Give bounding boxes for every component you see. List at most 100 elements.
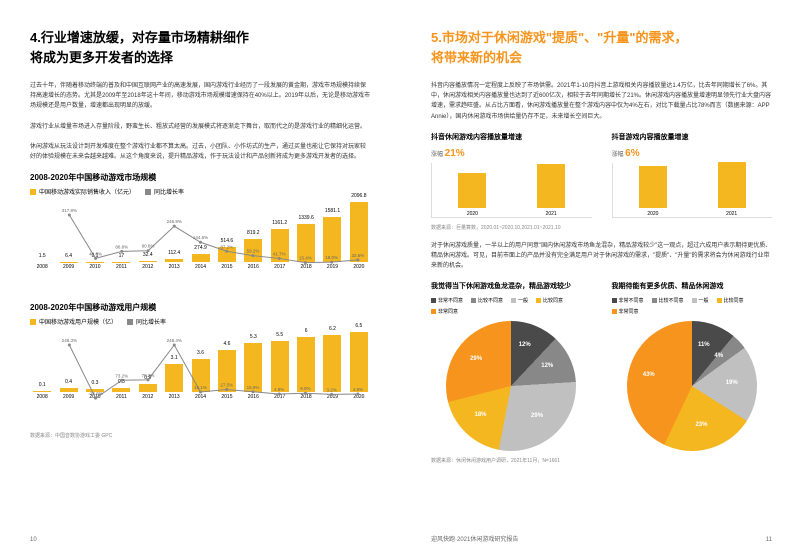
legend-text: 比较同意 bbox=[724, 297, 744, 304]
bar bbox=[218, 350, 236, 392]
legend-text: 一般 bbox=[699, 297, 709, 304]
bar-col: 6.52020 bbox=[347, 332, 371, 400]
bar bbox=[350, 202, 368, 262]
bar bbox=[192, 359, 210, 392]
pie-slice-label: 11% bbox=[698, 342, 710, 348]
legend-text: 比较同意 bbox=[543, 297, 563, 304]
bar-col: 0.42009 bbox=[56, 388, 80, 400]
legend-text: 中国移动游戏实际销售收入（亿元） bbox=[39, 187, 135, 196]
legend-swatch bbox=[30, 319, 36, 325]
bar bbox=[192, 254, 210, 262]
rbc2-bars: 2020 2021 bbox=[612, 163, 773, 218]
bar-x-label: 2015 bbox=[221, 394, 232, 400]
para-2: 游戏行业从增量市场进入存量阶段，野蛮生长、粗放式经营的发展模式将逐渐走下舞台，取… bbox=[30, 122, 371, 132]
bar-x-label: 2020 bbox=[647, 211, 658, 217]
bar bbox=[218, 247, 236, 262]
bar-x-label: 2008 bbox=[37, 394, 48, 400]
bar-col: 2020 bbox=[623, 166, 684, 217]
bar-value: 0.3 bbox=[91, 380, 98, 386]
para-1: 过去十年，伴随着移动终端的普及和中国互联网产业的高速发展，国内游戏行业经历了一段… bbox=[30, 81, 371, 112]
pie1 bbox=[446, 321, 576, 451]
bar bbox=[165, 259, 183, 262]
bar-col: 5.32016 bbox=[241, 343, 265, 400]
legend-swatch bbox=[536, 298, 541, 303]
chart1-title: 2008-2020年中国移动游戏市场规模 bbox=[30, 172, 371, 183]
pie-slice-label: 12% bbox=[519, 342, 531, 348]
legend-item: 比较同意 bbox=[536, 297, 563, 304]
bar-value: 0.5 bbox=[118, 379, 125, 385]
bar-value: 274.9 bbox=[194, 245, 207, 251]
legend-text: 比较不同意 bbox=[478, 297, 503, 304]
bar-col: 6.42009 bbox=[56, 262, 80, 270]
bar-col: 2021 bbox=[521, 164, 582, 217]
pie2-block: 我期待能有更多优质、精品休闲游戏 非常不同意比较不同意一般比较同意非常同意 11… bbox=[612, 281, 773, 451]
bar-value: 1161.2 bbox=[272, 220, 287, 226]
bar-x-label: 2021 bbox=[726, 211, 737, 217]
title-line-2: 将成为更多开发者的选择 bbox=[30, 48, 371, 68]
right-bar-charts: 抖音休闲游戏内容播放量增速 涨幅 21% 20202021 抖音游戏内容播放量增… bbox=[431, 132, 772, 218]
bar-value: 6.4 bbox=[65, 253, 72, 259]
bar bbox=[537, 164, 565, 208]
bar-value: 6.2 bbox=[329, 326, 336, 332]
bar-col: 0.12008 bbox=[30, 391, 54, 400]
legend-swatch bbox=[471, 298, 476, 303]
legend-item: 非常同意 bbox=[612, 308, 639, 315]
legend-swatch bbox=[717, 298, 722, 303]
pie-source: 数据来源：休闲休闲游戏用户调研，2021年11月，N=1661 bbox=[431, 457, 772, 464]
bar bbox=[165, 364, 183, 393]
bar-x-label: 2019 bbox=[327, 264, 338, 270]
legend-swatch bbox=[431, 298, 436, 303]
bar-col: 5.52017 bbox=[268, 341, 292, 400]
bar-x-label: 2012 bbox=[142, 394, 153, 400]
legend-swatch bbox=[127, 319, 133, 325]
legend-item: 非常不同意 bbox=[612, 297, 644, 304]
bar-col: 1.52008 bbox=[30, 262, 54, 270]
left-page: 4.行业增速放缓，对存量市场精耕细作 将成为更多开发者的选择 过去十年，伴随着移… bbox=[0, 0, 401, 553]
bar-value: 2096.8 bbox=[351, 193, 366, 199]
legend-swatch bbox=[511, 298, 516, 303]
legend-swatch bbox=[612, 298, 617, 303]
chart2: 0.120080.420090.320100.520110.920123.120… bbox=[30, 330, 371, 420]
rbc2-sub: 涨幅 6% bbox=[612, 148, 773, 159]
bar-col: 112.42013 bbox=[162, 259, 186, 270]
section-4-title: 4.行业增速放缓，对存量市场精耕细作 将成为更多开发者的选择 bbox=[30, 28, 371, 67]
bar-col: 6.22019 bbox=[320, 335, 344, 400]
bar-x-label: 2014 bbox=[195, 264, 206, 270]
rbc2-title: 抖音游戏内容播放量增速 bbox=[612, 132, 773, 142]
bar-x-label: 2014 bbox=[195, 394, 206, 400]
legend-item: 同比增长率 bbox=[127, 317, 166, 326]
chart2-bars: 0.120080.420090.320100.520110.920123.120… bbox=[30, 330, 371, 400]
pie1-wrap: 12%12%29%18%29% bbox=[446, 321, 576, 451]
legend-text: 比较不同意 bbox=[659, 297, 684, 304]
chart2-legend: 中国移动游戏用户规模（亿） 同比增长率 bbox=[30, 317, 371, 326]
bar-col: 1339.62018 bbox=[294, 224, 318, 270]
bar-col: 0.52011 bbox=[109, 388, 133, 401]
bar-x-label: 2013 bbox=[169, 264, 180, 270]
bar-col: 32.42012 bbox=[136, 261, 160, 270]
legend-item: 一般 bbox=[511, 297, 528, 304]
pie-slice-label: 18% bbox=[474, 412, 486, 418]
bar-x-label: 2010 bbox=[89, 264, 100, 270]
pie1-legend: 非常不同意比较不同意一般比较同意非常同意 bbox=[431, 297, 592, 315]
bar-x-label: 2011 bbox=[116, 394, 127, 400]
bar-col: 3.62014 bbox=[188, 359, 212, 400]
bar-value: 6.5 bbox=[355, 323, 362, 329]
bar-x-label: 2018 bbox=[301, 264, 312, 270]
bar-x-label: 2012 bbox=[142, 264, 153, 270]
pie2-legend: 非常不同意 比较不同意 一般 比较同意非常同意 bbox=[612, 297, 773, 315]
bar-value: 819.2 bbox=[247, 230, 260, 236]
bar bbox=[271, 229, 289, 262]
bar bbox=[86, 389, 104, 392]
legend-swatch bbox=[145, 189, 151, 195]
legend-item: 一般 bbox=[692, 297, 709, 304]
bar-value: 1339.6 bbox=[298, 215, 313, 221]
bar bbox=[271, 341, 289, 392]
bar-value: 17 bbox=[119, 253, 125, 259]
legend-text: 非常同意 bbox=[619, 308, 639, 315]
bar-col: 1161.22017 bbox=[268, 229, 292, 270]
bar-col: 9.12010 bbox=[83, 262, 107, 270]
legend-item: 比较同意 bbox=[717, 297, 744, 304]
bar bbox=[323, 335, 341, 392]
pie-slice-label: 4% bbox=[714, 353, 723, 359]
para-r1: 抖音内容播放情况一定程度上反映了市场供需。2021年1-10月抖音上游戏相关内容… bbox=[431, 81, 772, 122]
